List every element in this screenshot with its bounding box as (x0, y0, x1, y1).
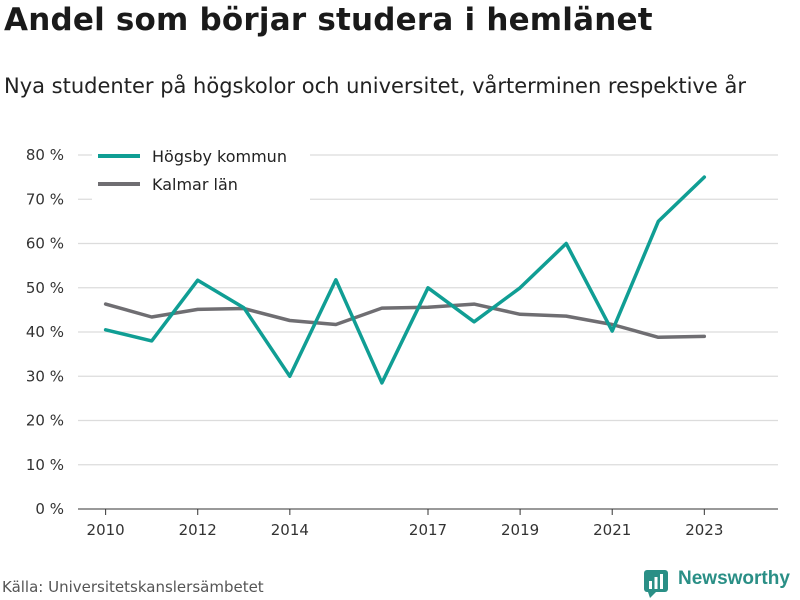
legend-label: Kalmar län (152, 175, 238, 194)
chart-title: Andel som börjar studera i hemlänet (4, 2, 653, 38)
grid-lines (78, 154, 778, 466)
x-tick-label: 2014 (271, 521, 309, 539)
y-tick-label: 60 % (26, 235, 64, 253)
x-axis-ticks: 2010 2012 2014 2017 2019 2021 2023 (87, 509, 723, 539)
legend-label: Högsby kommun (152, 147, 287, 166)
bar-chart-logo-icon (644, 570, 668, 598)
y-tick-label: 50 % (26, 279, 64, 297)
line-chart: 0 % 10 % 20 % 30 % 40 % 50 % 60 % 70 % 80 % 2010… (26, 144, 778, 539)
x-tick-label: 2023 (685, 521, 723, 539)
y-tick-label: 30 % (26, 367, 64, 385)
series-line-kalmar (103, 302, 707, 340)
chart-subtitle: Nya studenter på högskolor och universit… (4, 74, 746, 98)
x-tick-label: 2012 (179, 521, 217, 539)
y-tick-label: 80 % (26, 146, 64, 164)
y-tick-label: 0 % (35, 500, 64, 518)
brand-name: Newsworthy (678, 568, 790, 589)
y-tick-label: 10 % (26, 456, 64, 474)
x-tick-label: 2017 (409, 521, 447, 539)
y-tick-label: 20 % (26, 412, 64, 430)
x-tick-label: 2010 (87, 521, 125, 539)
legend-background (92, 144, 310, 200)
y-axis-ticks: 0 % 10 % 20 % 30 % 40 % 50 % 60 % 70 % 80 % (26, 146, 64, 518)
series-lines (103, 175, 707, 385)
y-tick-label: 70 % (26, 190, 64, 208)
y-tick-label: 40 % (26, 323, 64, 341)
x-tick-label: 2021 (593, 521, 631, 539)
source-note: Källa: Universitetskanslersämbetet (2, 578, 264, 596)
brand-logo: Newsworthy (644, 568, 800, 598)
x-tick-label: 2019 (501, 521, 539, 539)
series-line-hogsby (103, 175, 707, 385)
legend: Högsby kommun Kalmar län (92, 144, 310, 200)
